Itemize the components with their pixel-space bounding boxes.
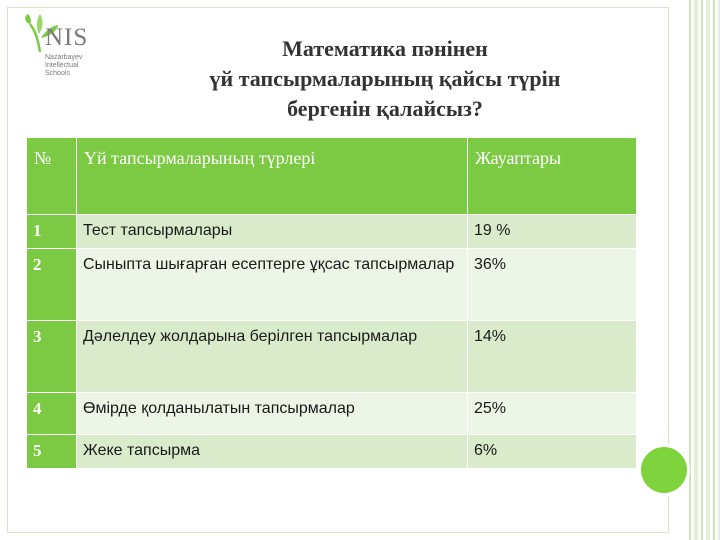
title-line: бергенін қалайсыз? bbox=[287, 96, 483, 121]
slide-frame bbox=[7, 7, 669, 533]
nis-logo: NIS Nazarbayev Intellectual Schools bbox=[22, 10, 142, 90]
title-line: үй тапсырмаларының қайсы түрін bbox=[209, 66, 561, 91]
slide-title: Математика пәнінен үй тапсырмаларының қа… bbox=[140, 34, 630, 124]
row-type: Жеке тапсырма bbox=[76, 434, 468, 469]
row-number: 3 bbox=[26, 320, 77, 393]
table-row: 1 Тест тапсырмалары 19 % bbox=[26, 214, 637, 249]
row-number: 1 bbox=[26, 214, 77, 249]
decorative-circle bbox=[641, 447, 687, 493]
table-row: 4 Өмірде қолданылатын тапсырмалар 25% bbox=[26, 392, 637, 435]
title-line: Математика пәнінен bbox=[282, 36, 488, 61]
header-type: Үй тапсырмаларының түрлері bbox=[76, 137, 468, 215]
decorative-stripes bbox=[686, 0, 720, 540]
table-header-row: № Үй тапсырмаларының түрлері Жауаптары bbox=[26, 137, 637, 215]
row-type: Дәлелдеу жолдарына берілген тапсырмалар bbox=[76, 320, 468, 393]
row-answer: 36% bbox=[467, 248, 637, 321]
row-type: Тест тапсырмалары bbox=[76, 214, 468, 249]
survey-table: № Үй тапсырмаларының түрлері Жауаптары 1… bbox=[26, 137, 637, 469]
row-type: Сыныпта шығарған есептерге ұқсас тапсырм… bbox=[76, 248, 468, 321]
row-answer: 19 % bbox=[467, 214, 637, 249]
table-row: 5 Жеке тапсырма 6% bbox=[26, 434, 637, 469]
row-answer: 14% bbox=[467, 320, 637, 393]
header-answers: Жауаптары bbox=[467, 137, 637, 215]
table-row: 3 Дәлелдеу жолдарына берілген тапсырмала… bbox=[26, 320, 637, 393]
row-number: 4 bbox=[26, 392, 77, 435]
header-number: № bbox=[26, 137, 77, 215]
logo-name: NIS bbox=[45, 24, 89, 51]
row-answer: 25% bbox=[467, 392, 637, 435]
table-row: 2 Сыныпта шығарған есептерге ұқсас тапсы… bbox=[26, 248, 637, 321]
row-type: Өмірде қолданылатын тапсырмалар bbox=[76, 392, 468, 435]
logo-subtitle: Nazarbayev Intellectual Schools bbox=[45, 54, 83, 77]
leaf-icon bbox=[25, 14, 58, 53]
row-answer: 6% bbox=[467, 434, 637, 469]
row-number: 2 bbox=[26, 248, 77, 321]
row-number: 5 bbox=[26, 434, 77, 469]
